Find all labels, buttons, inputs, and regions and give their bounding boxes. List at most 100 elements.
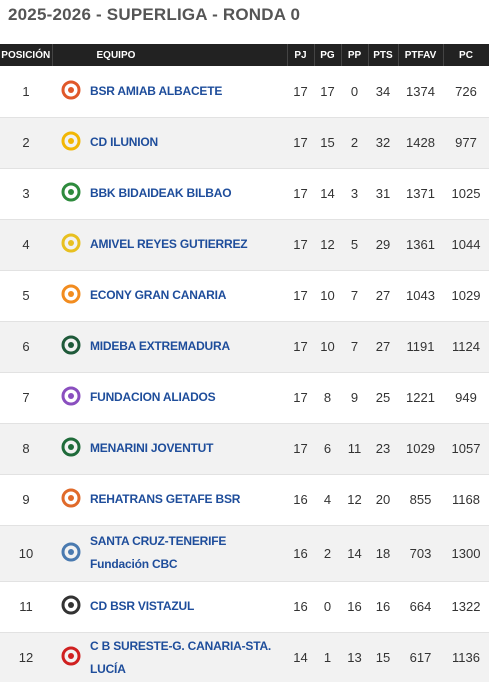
team-logo	[61, 182, 81, 202]
stat-cell: 9	[0, 474, 52, 526]
logo-cell	[52, 423, 90, 475]
stat-cell: 16	[368, 581, 398, 633]
stat-cell: 17	[287, 219, 314, 271]
stat-cell: 977	[443, 117, 489, 169]
team-name: CD ILUNION	[90, 117, 287, 169]
stat-cell: 2	[314, 525, 341, 582]
header-cell: PG	[314, 44, 342, 66]
stat-cell: 14	[287, 632, 314, 682]
stat-cell: 1025	[443, 168, 489, 220]
team-logo	[61, 437, 81, 457]
stat-cell: 27	[368, 270, 398, 322]
stat-cell: 1136	[443, 632, 489, 682]
stat-cell: 5	[341, 219, 368, 271]
team-logo	[61, 646, 81, 666]
team-name: MENARINI JOVENTUT	[90, 423, 287, 475]
stat-cell: 617	[398, 632, 443, 682]
team-name: BBK BIDAIDEAK BILBAO	[90, 168, 287, 220]
stat-cell: 6	[0, 321, 52, 373]
stat-cell: 12	[341, 474, 368, 526]
stat-cell: 2	[0, 117, 52, 169]
stat-cell: 7	[341, 270, 368, 322]
team-logo	[61, 131, 81, 151]
stat-cell: 32	[368, 117, 398, 169]
stat-cell: 12	[0, 632, 52, 682]
team-name: BSR AMIAB ALBACETE	[90, 66, 287, 118]
stat-cell: 0	[341, 66, 368, 118]
header-cell: POSICIÓN	[0, 44, 53, 66]
header-cell: PTFAV	[398, 44, 444, 66]
team-logo	[61, 595, 81, 615]
stat-cell: 10	[314, 321, 341, 373]
header-cell: PP	[341, 44, 369, 66]
stat-cell: 14	[314, 168, 341, 220]
stat-cell: 3	[341, 168, 368, 220]
team-logo	[61, 335, 81, 355]
stat-cell: 17	[287, 270, 314, 322]
stat-cell: 2	[341, 117, 368, 169]
stat-cell: 1	[0, 66, 52, 118]
team-row: 8 MENARINI JOVENTUT 17 6 11 23 1029 1057	[0, 423, 489, 475]
logo-cell	[52, 117, 90, 169]
stat-cell: 11	[341, 423, 368, 475]
stat-cell: 9	[341, 372, 368, 424]
stat-cell: 14	[341, 525, 368, 582]
team-name: AMIVEL REYES GUTIERREZ	[90, 219, 287, 271]
team-name: MIDEBA EXTREMADURA	[90, 321, 287, 373]
logo-cell	[52, 581, 90, 633]
stat-cell: 1168	[443, 474, 489, 526]
stat-cell: 1057	[443, 423, 489, 475]
team-name: REHATRANS GETAFE BSR	[90, 474, 287, 526]
stat-cell: 17	[287, 168, 314, 220]
stat-cell: 664	[398, 581, 443, 633]
team-row: 1 BSR AMIAB ALBACETE 17 17 0 34 1374 726	[0, 66, 489, 118]
stat-cell: 1043	[398, 270, 443, 322]
header-cell: PJ	[287, 44, 315, 66]
stat-cell: 5	[0, 270, 52, 322]
logo-cell	[52, 219, 90, 271]
stat-cell: 31	[368, 168, 398, 220]
team-row: 3 BBK BIDAIDEAK BILBAO 17 14 3 31 1371 1025	[0, 168, 489, 220]
stat-cell: 17	[287, 423, 314, 475]
stat-cell: 18	[368, 525, 398, 582]
team-row: 12 C B SURESTE-G. CANARIA-STA. LUCÍA 14 1 13…	[0, 632, 489, 682]
stat-cell: 703	[398, 525, 443, 582]
team-row: 7 FUNDACION ALIADOS 17 8 9 25 1221 949	[0, 372, 489, 424]
page-title: 2025-2026 - SUPERLIGA - RONDA 0	[8, 5, 301, 24]
team-name: SANTA CRUZ-TENERIFE Fundación CBC	[90, 525, 287, 582]
stat-cell: 17	[314, 66, 341, 118]
stat-cell: 11	[0, 581, 52, 633]
stat-cell: 7	[341, 321, 368, 373]
team-row: 5 ECONY GRAN CANARIA 17 10 7 27 1043 1029	[0, 270, 489, 322]
stat-cell: 1	[314, 632, 341, 682]
team-name: C B SURESTE-G. CANARIA-STA. LUCÍA	[90, 632, 287, 682]
standings-table: POSICIÓN EQUIPO PJ PG PP PTS PTFAV PC 1 BSR AMIA…	[0, 44, 489, 682]
stat-cell: 855	[398, 474, 443, 526]
team-name: ECONY GRAN CANARIA	[90, 270, 287, 322]
stat-cell: 1374	[398, 66, 443, 118]
stat-cell: 10	[314, 270, 341, 322]
stat-cell: 1428	[398, 117, 443, 169]
stat-cell: 6	[314, 423, 341, 475]
header-row: POSICIÓN EQUIPO PJ PG PP PTS PTFAV PC	[0, 44, 489, 66]
stat-cell: 16	[341, 581, 368, 633]
stat-cell: 3	[0, 168, 52, 220]
team-row: 10 SANTA CRUZ-TENERIFE Fundación CBC 16 2 14…	[0, 525, 489, 582]
stat-cell: 4	[314, 474, 341, 526]
stat-cell: 8	[0, 423, 52, 475]
team-logo	[61, 284, 81, 304]
stat-cell: 8	[314, 372, 341, 424]
stat-cell: 17	[287, 321, 314, 373]
team-row: 9 REHATRANS GETAFE BSR 16 4 12 20 855 1168	[0, 474, 489, 526]
stat-cell: 12	[314, 219, 341, 271]
stat-cell: 4	[0, 219, 52, 271]
header-cell: EQUIPO	[52, 44, 288, 66]
stat-cell: 16	[287, 525, 314, 582]
stat-cell: 1029	[443, 270, 489, 322]
header-cell: PTS	[368, 44, 399, 66]
team-row: 11 CD BSR VISTAZUL 16 0 16 16 664 1322	[0, 581, 489, 633]
stat-cell: 17	[287, 117, 314, 169]
stat-cell: 25	[368, 372, 398, 424]
team-logo	[61, 542, 81, 561]
stat-cell: 1221	[398, 372, 443, 424]
